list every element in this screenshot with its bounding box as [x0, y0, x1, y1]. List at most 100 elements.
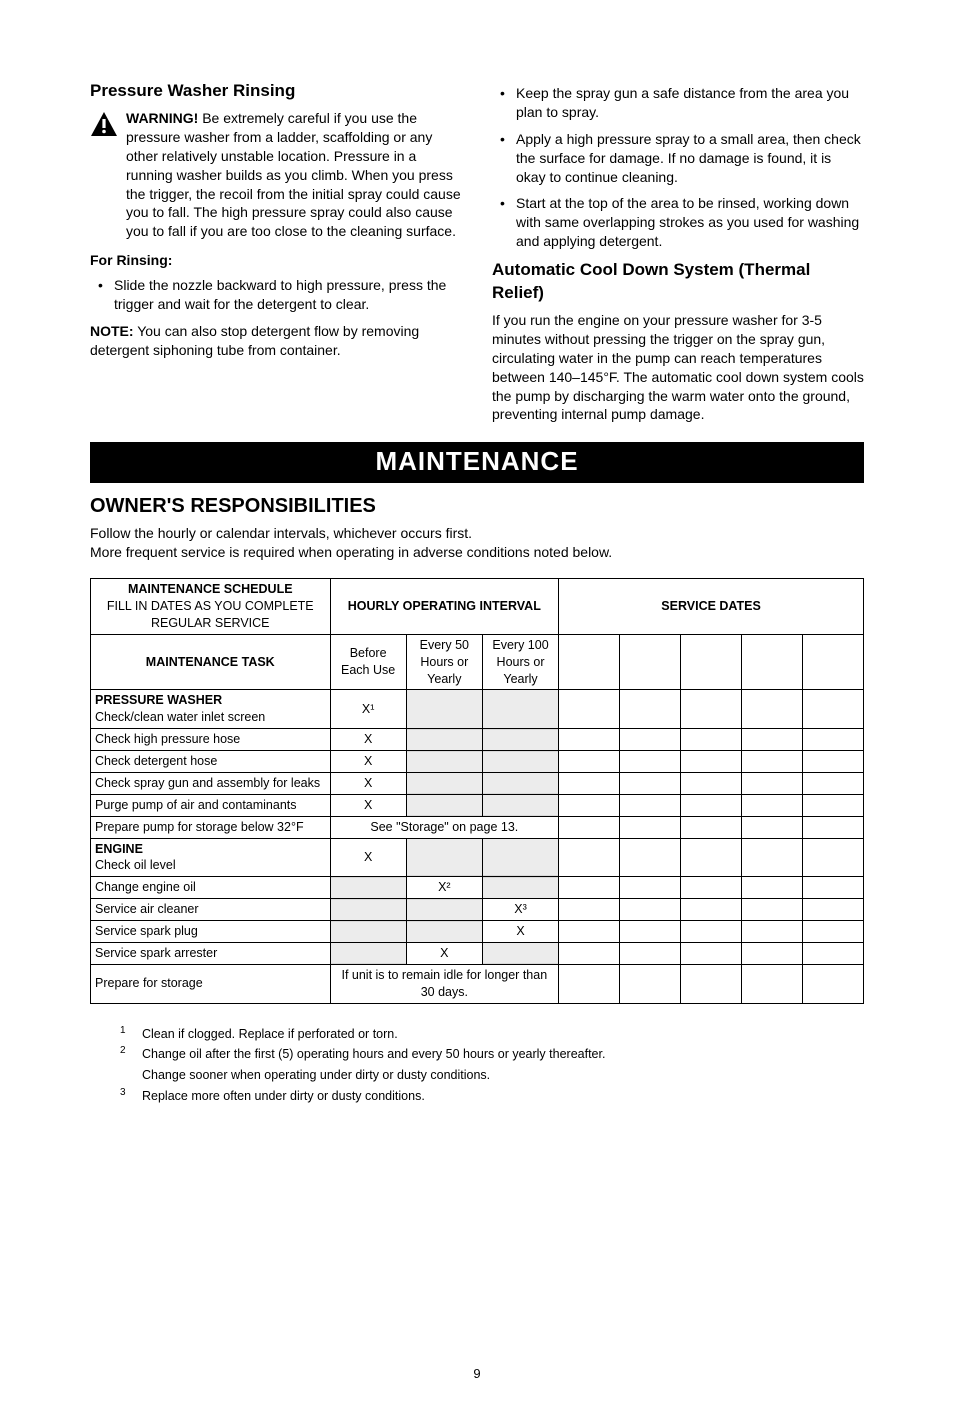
- cell: [559, 921, 620, 943]
- owner-line1: Follow the hourly or calendar intervals,…: [90, 525, 472, 541]
- table-row: Service air cleaner X³: [91, 899, 864, 921]
- footnotes: 1Clean if clogged. Replace if perforated…: [90, 1026, 864, 1106]
- task-cell: Service spark plug: [91, 921, 331, 943]
- footnote-3: 3Replace more often under dirty or dusty…: [120, 1088, 864, 1105]
- list-item: Slide the nozzle backward to high pressu…: [90, 276, 462, 314]
- cell: [681, 751, 742, 773]
- cell: [620, 751, 681, 773]
- date-col: [559, 634, 620, 690]
- cell: [803, 942, 864, 964]
- cell: [620, 729, 681, 751]
- table-row: MAINTENANCE TASK Before Each Use Every 5…: [91, 634, 864, 690]
- cell: X³: [482, 899, 558, 921]
- cell: [620, 838, 681, 877]
- cell: [803, 964, 864, 1003]
- cell: [803, 816, 864, 838]
- cell-note: See "Storage" on page 13.: [330, 816, 559, 838]
- right-column: Keep the spray gun a safe distance from …: [492, 80, 864, 430]
- cell-hatch: [330, 877, 406, 899]
- heading-cooldown: Automatic Cool Down System (Thermal Reli…: [492, 259, 864, 305]
- table-row: Check high pressure hose X: [91, 729, 864, 751]
- cell: [620, 690, 681, 729]
- cell: [559, 816, 620, 838]
- owner-intro: Follow the hourly or calendar intervals,…: [90, 524, 864, 562]
- list-item: Start at the top of the area to be rinse…: [492, 194, 864, 251]
- cell-hatch: [406, 690, 482, 729]
- hdr-schedule-l1: MAINTENANCE SCHEDULE: [128, 582, 293, 596]
- warning-block: WARNING! Be extremely careful if you use…: [90, 109, 462, 241]
- note-paragraph: NOTE: You can also stop detergent flow b…: [90, 322, 462, 360]
- col-100: Every 100 Hours or Yearly: [482, 634, 558, 690]
- cell-hatch: [406, 751, 482, 773]
- footnote-1: 1Clean if clogged. Replace if perforated…: [120, 1026, 864, 1043]
- table-row: Prepare for storage If unit is to remain…: [91, 964, 864, 1003]
- cell: [620, 794, 681, 816]
- cell: [620, 921, 681, 943]
- cell: X: [330, 772, 406, 794]
- footnote-2b: Change sooner when operating under dirty…: [120, 1067, 864, 1084]
- col-before: Before Each Use: [330, 634, 406, 690]
- hdr-schedule-l2: FILL IN DATES AS YOU COMPLETE REGULAR SE…: [107, 599, 314, 630]
- table-row: Check spray gun and assembly for leaks X: [91, 772, 864, 794]
- cell-hatch: [482, 772, 558, 794]
- cell: [803, 899, 864, 921]
- cell-hatch: [406, 729, 482, 751]
- task-cell: Check high pressure hose: [91, 729, 331, 751]
- cell: [742, 921, 803, 943]
- table-row: Service spark plug X: [91, 921, 864, 943]
- cell: [620, 899, 681, 921]
- cell: [559, 964, 620, 1003]
- hdr-schedule: MAINTENANCE SCHEDULE FILL IN DATES AS YO…: [91, 579, 331, 635]
- cell-hatch: [406, 772, 482, 794]
- cell: [742, 877, 803, 899]
- task-cell: Check spray gun and assembly for leaks: [91, 772, 331, 794]
- table-row: Check detergent hose X: [91, 751, 864, 773]
- cell: [803, 838, 864, 877]
- warning-label: WARNING!: [126, 110, 198, 126]
- task-cell: Change engine oil: [91, 877, 331, 899]
- cell: [742, 942, 803, 964]
- task-cell: Service air cleaner: [91, 899, 331, 921]
- cell-hatch: [330, 942, 406, 964]
- cell-hatch: [482, 942, 558, 964]
- cell: [620, 964, 681, 1003]
- cell-note: If unit is to remain idle for longer tha…: [330, 964, 559, 1003]
- right-bullets: Keep the spray gun a safe distance from …: [492, 84, 864, 251]
- cell: [742, 794, 803, 816]
- table-row: Purge pump of air and contaminants X: [91, 794, 864, 816]
- hdr-interval: HOURLY OPERATING INTERVAL: [330, 579, 559, 635]
- heading-owner: OWNER'S RESPONSIBILITIES: [90, 493, 864, 520]
- warning-icon: [90, 111, 118, 142]
- maintenance-table: MAINTENANCE SCHEDULE FILL IN DATES AS YO…: [90, 578, 864, 1003]
- task-cell: Service spark arrester: [91, 942, 331, 964]
- cell: X²: [406, 877, 482, 899]
- cell-hatch: [330, 899, 406, 921]
- task-cell: Purge pump of air and contaminants: [91, 794, 331, 816]
- cell: X: [406, 942, 482, 964]
- cell-hatch: [406, 899, 482, 921]
- cell: [681, 942, 742, 964]
- note-label: NOTE:: [90, 323, 134, 339]
- hdr-dates: SERVICE DATES: [559, 579, 864, 635]
- cell: [559, 899, 620, 921]
- cell: [742, 816, 803, 838]
- cell: [559, 942, 620, 964]
- cell: [681, 899, 742, 921]
- footnote-num: 1: [120, 1024, 130, 1041]
- cell: [742, 964, 803, 1003]
- cell: [742, 838, 803, 877]
- cell: [559, 690, 620, 729]
- top-columns: Pressure Washer Rinsing WARNING! Be extr…: [90, 80, 864, 430]
- task-bold: PRESSURE WASHER: [95, 693, 222, 707]
- cell: [681, 772, 742, 794]
- cell: [742, 899, 803, 921]
- footnote-num: 2: [120, 1044, 130, 1061]
- date-col: [803, 634, 864, 690]
- cell: [803, 877, 864, 899]
- cell: [559, 838, 620, 877]
- cell: [681, 921, 742, 943]
- task-cell: Check detergent hose: [91, 751, 331, 773]
- cooldown-paragraph: If you run the engine on your pressure w…: [492, 311, 864, 424]
- cell-hatch: [406, 838, 482, 877]
- date-col: [620, 634, 681, 690]
